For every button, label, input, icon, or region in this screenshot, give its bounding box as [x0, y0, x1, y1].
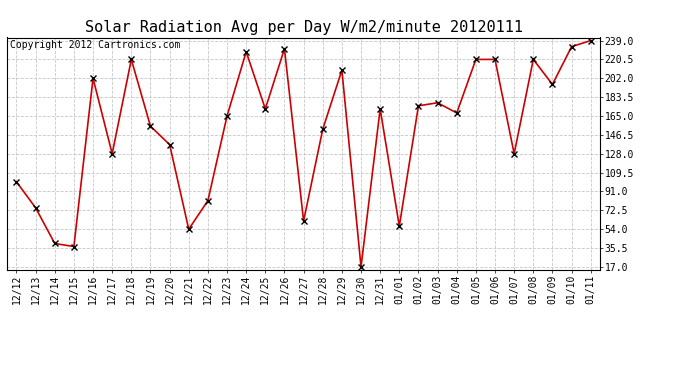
Text: Copyright 2012 Cartronics.com: Copyright 2012 Cartronics.com [10, 40, 180, 50]
Title: Solar Radiation Avg per Day W/m2/minute 20120111: Solar Radiation Avg per Day W/m2/minute … [85, 20, 522, 35]
